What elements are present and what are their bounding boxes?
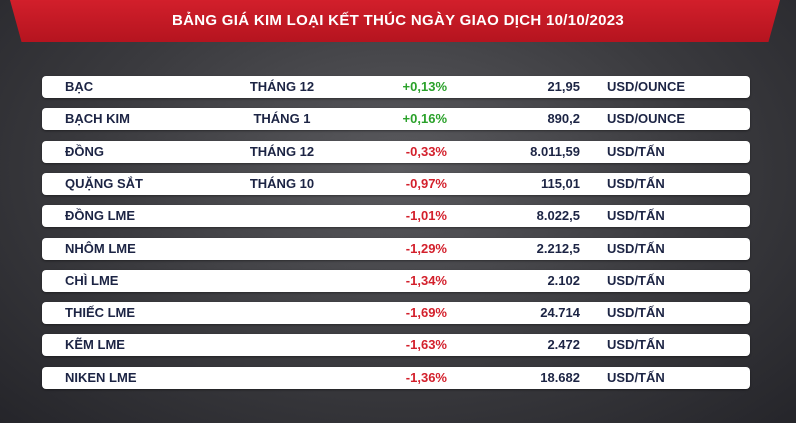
table-row: ĐỒNG LME -1,01% 8.022,5 USD/TẤN: [42, 205, 750, 228]
unit-cell: USD/TẤN: [607, 337, 665, 353]
price-cell: 8.011,59: [530, 143, 580, 159]
unit-cell: USD/TẤN: [607, 208, 665, 224]
price-cell: 890,2: [547, 111, 580, 127]
table-row: ĐỒNG THÁNG 12 -0,33% 8.011,59 USD/TẤN: [42, 140, 750, 163]
table-row: NIKEN LME -1,36% 18.682 USD/TẤN: [42, 366, 750, 389]
unit-cell: USD/TẤN: [607, 175, 665, 191]
price-cell: 18.682: [540, 369, 580, 385]
table-row: KẼM LME -1,63% 2.472 USD/TẤN: [42, 334, 750, 357]
name-cell: CHÌ LME: [65, 272, 119, 288]
unit-cell: USD/OUNCE: [607, 111, 686, 127]
name-cell: ĐỒNG LME: [65, 208, 136, 224]
unit-cell: USD/TẤN: [607, 305, 665, 321]
table-row: BẠCH KIM THÁNG 1 +0,16% 890,2 USD/OUNCE: [42, 108, 750, 131]
unit-cell: USD/TẤN: [607, 143, 665, 159]
table-row: NHÔM LME -1,29% 2.212,5 USD/TẤN: [42, 237, 750, 260]
title: BẢNG GIÁ KIM LOẠI KẾT THÚC NGÀY GIAO DỊC…: [171, 12, 625, 29]
change-cell: +0,16%: [402, 111, 447, 127]
unit-cell: USD/TẤN: [607, 240, 665, 256]
unit-cell: USD/TẤN: [607, 272, 665, 288]
title-bar: [10, 0, 780, 42]
price-cell: 115,01: [540, 175, 580, 191]
name-cell: ĐỒNG: [65, 143, 104, 159]
price-cell: 2.472: [547, 337, 580, 353]
change-cell: -0,33%: [405, 143, 447, 159]
month-cell: THÁNG 12: [249, 79, 315, 94]
change-cell: -1,63%: [405, 337, 447, 353]
change-cell: -1,01%: [405, 208, 447, 224]
unit-cell: USD/TẤN: [607, 369, 665, 385]
price-cell: 21,95: [547, 79, 580, 94]
change-cell: -1,36%: [405, 369, 447, 385]
month-cell: THÁNG 1: [253, 111, 311, 127]
name-cell: QUẶNG SẮT: [65, 175, 143, 191]
price-cell: 2.102: [547, 272, 580, 288]
name-cell: BẠCH KIM: [65, 111, 130, 127]
month-cell: THÁNG 12: [249, 143, 315, 159]
table-row: THIẾC LME -1,69% 24.714 USD/TẤN: [42, 302, 750, 325]
name-cell: NHÔM LME: [65, 240, 136, 256]
price-cell: 2.212,5: [536, 240, 580, 256]
name-cell: THIẾC LME: [65, 305, 136, 321]
name-cell: NIKEN LME: [65, 369, 137, 385]
table-row: QUẶNG SẮT THÁNG 10 -0,97% 115,01 USD/TẤN: [42, 172, 750, 195]
change-cell: -1,34%: [405, 272, 447, 288]
table-row: BẠC THÁNG 12 +0,13% 21,95 USD/OUNCE: [42, 76, 750, 98]
change-cell: -0,97%: [405, 175, 447, 191]
month-cell: THÁNG 10: [249, 175, 315, 191]
price-cell: 24.714: [540, 305, 580, 321]
change-cell: -1,29%: [405, 240, 447, 256]
table-row: CHÌ LME -1,34% 2.102 USD/TẤN: [42, 269, 750, 292]
change-cell: +0,13%: [402, 79, 447, 94]
name-cell: BẠC: [65, 79, 94, 94]
name-cell: KẼM LME: [65, 337, 125, 353]
change-cell: -1,69%: [405, 305, 447, 321]
unit-cell: USD/OUNCE: [607, 79, 686, 94]
price-cell: 8.022,5: [536, 208, 580, 224]
